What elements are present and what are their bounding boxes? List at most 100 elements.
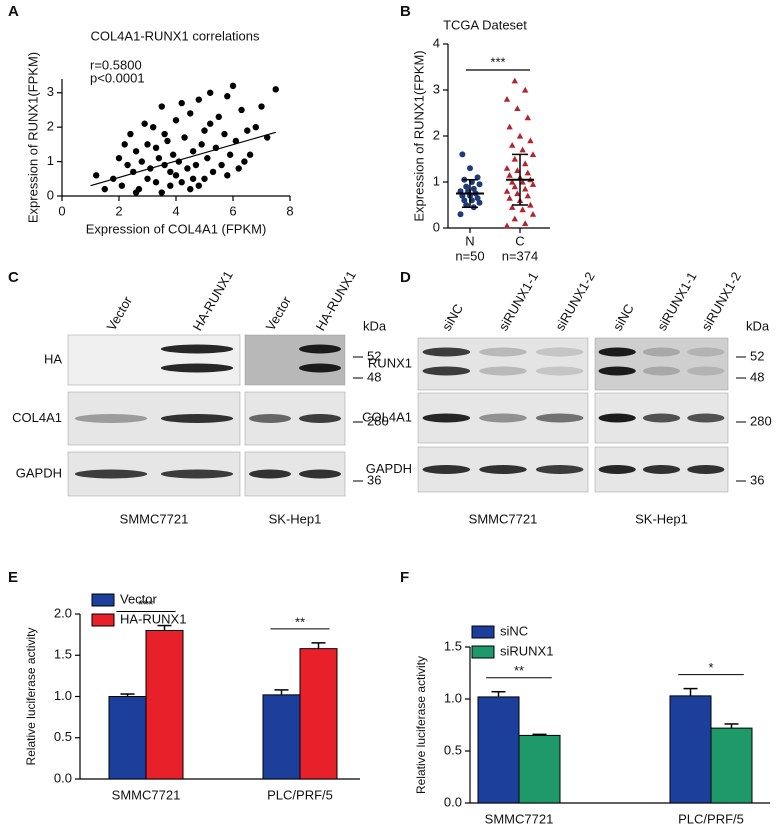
point xyxy=(503,222,511,229)
point xyxy=(474,195,481,202)
point xyxy=(503,165,511,171)
point xyxy=(524,169,531,176)
band xyxy=(687,413,725,423)
band xyxy=(535,413,584,423)
band xyxy=(249,414,291,423)
point xyxy=(141,120,148,127)
y-tick-label: 1.5 xyxy=(444,638,462,653)
point xyxy=(509,142,516,148)
y-tick-label: 3 xyxy=(47,84,54,99)
point xyxy=(218,161,225,169)
x-tick-label: PLC/PRF/5 xyxy=(678,811,744,826)
unit-label: kDa xyxy=(363,318,387,333)
marker-label: 280 xyxy=(750,413,772,428)
point xyxy=(272,86,279,93)
band xyxy=(535,366,584,376)
blot-strip xyxy=(244,334,346,386)
point xyxy=(195,96,202,103)
band xyxy=(299,363,341,373)
y-tick-label: 0 xyxy=(47,187,54,202)
unit-label: kDa xyxy=(746,318,770,333)
panel-label: D xyxy=(400,269,411,286)
band xyxy=(598,347,636,357)
band xyxy=(535,347,584,357)
y-tick-label: 0 xyxy=(433,219,440,234)
point xyxy=(529,181,537,187)
point xyxy=(152,179,160,186)
band xyxy=(422,366,471,376)
bar xyxy=(518,734,561,804)
point xyxy=(201,175,208,182)
marker-label: 280 xyxy=(367,413,389,428)
y-tick-label: 2 xyxy=(47,119,54,134)
y-axis-label: Relative luciferase activity xyxy=(24,627,38,765)
point xyxy=(192,161,200,169)
point xyxy=(463,202,470,208)
point xyxy=(144,141,151,148)
band xyxy=(687,347,725,357)
point xyxy=(207,120,214,127)
point xyxy=(204,154,211,162)
band xyxy=(74,469,148,479)
band xyxy=(687,366,725,376)
point xyxy=(229,82,237,90)
blot-strip xyxy=(67,334,241,386)
point xyxy=(215,113,222,121)
legend-swatch xyxy=(91,593,115,607)
lane-label: Vector xyxy=(104,293,136,333)
point xyxy=(524,192,531,199)
bar xyxy=(710,727,753,804)
band xyxy=(299,414,341,423)
point xyxy=(144,175,151,182)
point xyxy=(522,185,529,192)
y-tick-label: 2.0 xyxy=(54,605,72,620)
point xyxy=(184,165,191,172)
y-axis-label: Expression of RUNX1(FPKM) xyxy=(411,50,426,221)
point xyxy=(474,174,481,181)
point xyxy=(167,182,174,189)
lane-label: siNC xyxy=(610,301,637,333)
panel-label: E xyxy=(8,569,18,586)
point xyxy=(506,171,513,178)
band xyxy=(479,413,527,423)
band xyxy=(299,469,341,479)
point xyxy=(124,161,131,169)
point xyxy=(201,127,208,134)
y-tick-label: 4 xyxy=(433,35,440,50)
marker-label: 36 xyxy=(367,472,381,487)
x-tick-label: 0 xyxy=(58,203,65,218)
point xyxy=(509,178,516,185)
y-tick-label: 0.0 xyxy=(54,770,72,785)
lane-label: siNC xyxy=(439,301,466,333)
band xyxy=(479,465,527,474)
band xyxy=(249,469,291,479)
row-label: GAPDH xyxy=(366,461,412,476)
band xyxy=(160,344,234,354)
point xyxy=(476,181,483,188)
point xyxy=(224,172,231,179)
point xyxy=(244,127,251,134)
point xyxy=(209,168,217,176)
point xyxy=(461,197,468,204)
point xyxy=(150,123,157,131)
cell-line-label: SK-Hep1 xyxy=(635,511,688,526)
point xyxy=(172,117,180,124)
point xyxy=(529,151,537,157)
point xyxy=(232,137,240,145)
point xyxy=(138,158,145,165)
point xyxy=(459,151,466,158)
x-tick-label: N xyxy=(465,233,474,248)
panel-label: C xyxy=(8,269,19,286)
point xyxy=(158,103,165,110)
band xyxy=(160,363,234,373)
blot-strip xyxy=(417,337,589,391)
point xyxy=(519,206,526,213)
row-label: GAPDH xyxy=(16,465,62,480)
annotation: r=0.5800 xyxy=(90,57,142,72)
y-tick-label: 2 xyxy=(433,127,440,142)
point xyxy=(457,211,464,218)
lane-label: Vector xyxy=(263,293,295,333)
point xyxy=(511,215,518,222)
point xyxy=(235,165,242,172)
